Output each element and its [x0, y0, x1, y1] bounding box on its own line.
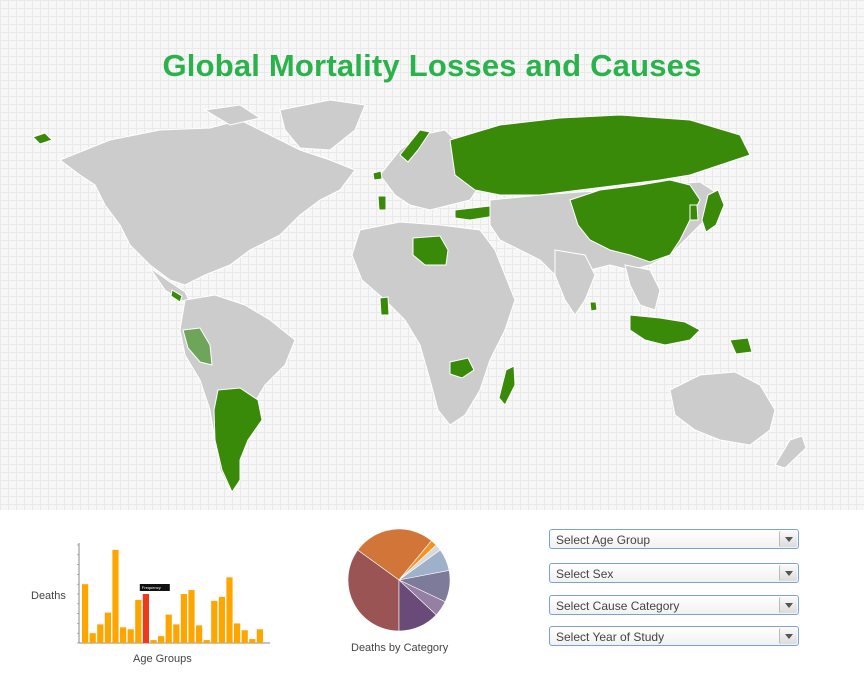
bar-tooltip: Frequency — [139, 584, 170, 591]
tooltip-text: Frequency — [142, 585, 161, 590]
bar-chart: Deaths Age Groups Frequency — [31, 543, 270, 665]
country-japan-highlight[interactable] — [701, 189, 725, 233]
bar[interactable] — [127, 629, 134, 643]
bar[interactable] — [112, 549, 119, 643]
bar[interactable] — [158, 636, 165, 643]
bar[interactable] — [203, 640, 210, 643]
bar[interactable] — [150, 640, 157, 643]
pie-slice[interactable] — [347, 549, 400, 632]
age-group-select[interactable]: Select Age Group — [549, 529, 799, 549]
country-png-highlight[interactable] — [729, 337, 753, 355]
country-peru-highlight[interactable] — [182, 327, 213, 366]
chevron-down-icon[interactable] — [779, 597, 797, 613]
cause-category-select-label: Select Cause Category — [556, 599, 680, 613]
country-alaska-highlight[interactable] — [32, 132, 53, 145]
country-australia[interactable] — [669, 371, 776, 446]
bar-chart-y-label: Deaths — [31, 590, 66, 602]
bar[interactable] — [196, 625, 203, 643]
country-turkey-highlight[interactable] — [454, 205, 496, 221]
bar[interactable] — [135, 599, 142, 643]
bar[interactable] — [226, 577, 233, 643]
bar[interactable] — [234, 623, 241, 643]
country-ghana-highlight[interactable] — [379, 296, 390, 316]
country-ireland-highlight[interactable] — [372, 170, 383, 181]
bar[interactable] — [249, 639, 256, 643]
sex-select-label: Select Sex — [556, 567, 614, 581]
country-costa-rica-highlight[interactable] — [170, 289, 183, 303]
bar[interactable] — [104, 612, 111, 643]
country-india[interactable] — [554, 249, 596, 316]
bar-chart-x-label: Age Groups — [133, 653, 192, 665]
country-southeast-asia[interactable] — [624, 264, 661, 311]
pie-slice[interactable] — [398, 579, 437, 632]
bar[interactable] — [180, 594, 187, 643]
country-sri-lanka-highlight[interactable] — [589, 301, 598, 312]
world-map[interactable] — [0, 0, 864, 510]
bar[interactable] — [241, 630, 248, 643]
country-portugal-highlight[interactable] — [377, 195, 387, 211]
bar[interactable] — [82, 584, 89, 643]
bar[interactable] — [120, 627, 127, 643]
bar[interactable] — [97, 624, 104, 643]
bar[interactable] — [211, 600, 218, 643]
bar[interactable] — [142, 594, 149, 643]
bar[interactable] — [173, 624, 180, 643]
country-greenland[interactable] — [279, 99, 366, 151]
age-group-select-label: Select Age Group — [556, 533, 651, 547]
pie-slices — [347, 528, 451, 632]
year-of-study-select[interactable]: Select Year of Study — [549, 626, 799, 646]
country-indonesia-highlight[interactable] — [629, 314, 701, 346]
country-zambia-highlight[interactable] — [449, 357, 475, 379]
country-canada-islands[interactable] — [203, 104, 262, 126]
cause-category-select[interactable]: Select Cause Category — [549, 595, 799, 615]
bar[interactable] — [188, 590, 195, 643]
sex-select[interactable]: Select Sex — [549, 563, 799, 583]
chevron-down-icon[interactable] — [779, 565, 797, 581]
bar-series — [77, 544, 263, 644]
year-of-study-select-label: Select Year of Study — [556, 630, 665, 644]
country-korea-highlight[interactable] — [689, 204, 699, 221]
country-libya-highlight[interactable] — [412, 235, 449, 266]
world-map-panel: Global Mortality Losses and Causes — [0, 0, 864, 510]
page-title: Global Mortality Losses and Causes — [162, 48, 702, 83]
chevron-down-icon[interactable] — [779, 628, 797, 644]
pie-slice[interactable] — [357, 528, 432, 581]
chevron-down-icon[interactable] — [779, 531, 797, 547]
bar[interactable] — [256, 629, 263, 643]
bar[interactable] — [218, 596, 225, 643]
country-china-highlight[interactable] — [569, 179, 701, 263]
country-madagascar-highlight[interactable] — [498, 365, 516, 406]
country-argentina-highlight[interactable] — [213, 387, 263, 494]
country-russia-highlight[interactable] — [449, 114, 751, 196]
pie-chart-caption: Deaths by Category — [351, 642, 449, 654]
bar[interactable] — [89, 633, 96, 643]
country-new-zealand[interactable] — [774, 435, 807, 469]
country-norway-highlight[interactable] — [399, 129, 431, 163]
pie-chart: Deaths by Category — [347, 528, 451, 654]
bar[interactable] — [165, 614, 172, 643]
